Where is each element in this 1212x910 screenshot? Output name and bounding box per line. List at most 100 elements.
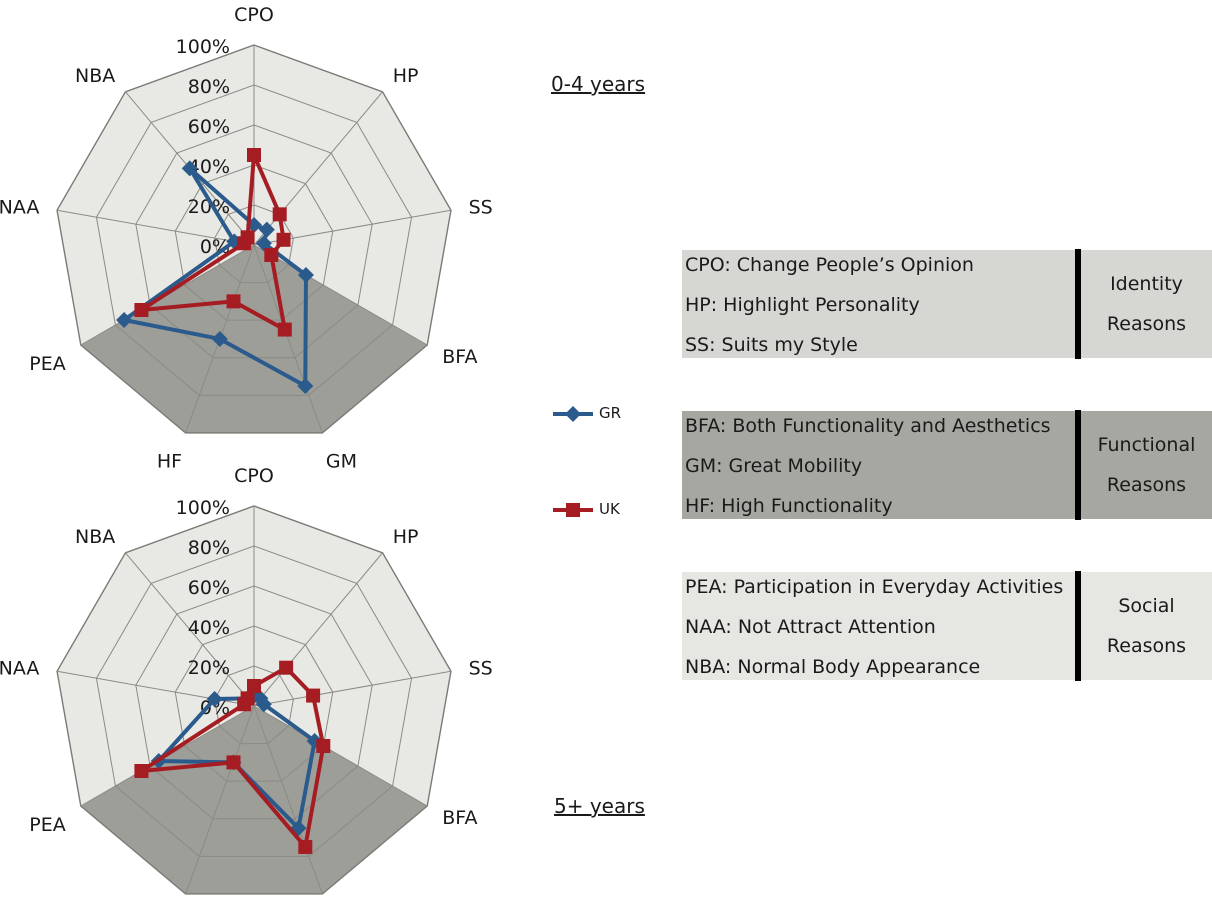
period-label-5-plus-years: 5+ years [554,794,645,818]
radar-0-sector [57,210,254,345]
radar-1-sector [185,706,323,894]
radar-0-tick-label: 20% [188,196,230,218]
radar-0-point-gr-hf [211,330,228,347]
radar-0-spoke [253,244,323,434]
radar-0-point-gr-gm [297,377,314,394]
radar-0-point-gr-bfa [297,267,314,283]
radar-0-grid-ring [95,84,413,396]
radar-1-tick-label: 0% [200,697,230,719]
radar-1-point-uk-pea [134,764,149,778]
radar-0-spoke [56,209,255,246]
functional-reason-line-1: Functional [1097,434,1196,456]
radar-0-tick-label: 40% [188,156,230,178]
radar-0-point-uk-bfa [264,248,279,262]
radar-0-axis-label-pea: PEA [29,353,65,375]
radar-1-grid-ring [214,665,294,745]
radar-0-grid-ring [174,164,334,321]
radar-0-grid-ring [214,204,294,284]
radar-1-spoke [253,552,383,707]
abbr-naa: NAA: Not Attract Attention [685,616,936,638]
radar-1-sector [57,552,254,706]
radar-0-axis-label-hp: HP [393,65,419,87]
functional-reason-line-2: Reasons [1106,474,1187,496]
radar-0-point-uk-gm [277,322,292,337]
legend-entry-uk: UK [553,498,643,522]
identity-reason-line-2: Reasons [1106,313,1187,335]
social-items: PEA: Participation in Everyday Activitie… [682,572,1075,680]
radar-0-point-uk-nba [240,230,255,245]
radar-0-sector [254,210,451,345]
radar-chart-0: 0% 20% 40% 60% 80% 100%CPO HP SS BFA GM HF PEA NAA NB… [0,4,493,473]
radar-0-sector [185,245,323,433]
radar-1-grid-ring [56,505,452,895]
group-social-reasons: PEA: Participation in Everyday Activitie… [682,571,1212,681]
abbr-cpo: CPO: Change People’s Opinion [685,254,974,276]
radar-1-spoke [125,552,255,707]
radar-0-tick-label: 80% [188,76,230,98]
radar-1-grid-ring [135,585,373,820]
radar-0-sector [254,245,428,433]
radar-0-point-gr-nba [181,160,198,177]
radar-1-point-uk-hp [279,660,294,675]
radar-0-axis-label-ss: SS [469,196,493,218]
radar-0-point-uk-pea [134,303,149,317]
radar-0-sector [57,91,254,246]
abbr-gm: GM: Great Mobility [685,455,863,477]
radar-1-point-gr-ss [255,696,272,713]
abbr-hf: HF: High Functionality [685,495,893,517]
radar-0-axis-label-hf: HF [157,451,182,473]
radar-1-sector [254,706,428,894]
radar-1-axis-label-pea: PEA [29,814,65,836]
radar-1-grid-ring [95,545,413,857]
radar-0-axis-label-naa: NAA [0,196,39,218]
functional-items: BFA: Both Functionality and Aesthetics G… [682,411,1075,519]
radar-0-axis-label-gm: GM [326,451,357,473]
radar-0-point-uk-ss [276,232,291,247]
abbr-pea: PEA: Participation in Everyday Activitie… [685,576,1064,598]
radar-1-point-uk-bfa [316,739,331,753]
legend-marker-gr [553,406,593,422]
social-reason-line-2: Reasons [1106,635,1187,657]
radar-1-sector [57,671,254,806]
social-reasons-label: Social Reasons [1081,572,1212,680]
radar-1-axis-label-cpo: CPO [234,465,274,487]
radar-1-sector [254,552,451,706]
group-functional-reasons: BFA: Both Functionality and Aesthetics G… [682,410,1212,520]
radar-0-point-gr-pea [116,312,133,328]
functional-divider [1075,410,1081,520]
radar-1-axis-label-bfa: BFA [442,807,477,829]
radar-1-sector [80,706,254,894]
radar-0-point-gr-hp [258,221,275,238]
radar-0-point-uk-hp [272,207,287,222]
radar-1-point-uk-ss [306,688,321,703]
radar-1-point-uk-gm [298,839,313,854]
radar-1-point-gr-naa [206,691,223,708]
radar-1-tick-label: 60% [188,577,230,599]
radar-1-tick-label: 20% [188,657,230,679]
radar-0-spoke [253,244,428,346]
radar-0-sector [80,245,254,433]
radar-0-axis-label-bfa: BFA [442,346,477,368]
social-reason-line-1: Social [1118,595,1175,617]
radar-0-point-uk-cpo [247,148,261,162]
radar-1-tick-label: 100% [176,497,230,519]
abbr-hp: HP: Highlight Personality [685,294,920,316]
radar-1-tick-label: 80% [188,537,230,559]
identity-items: CPO: Change People’s Opinion HP: Highlig… [682,250,1075,358]
legend-entry-gr: GR [553,402,643,426]
radar-1-spoke [185,705,255,895]
radar-0-point-gr-ss [255,235,272,252]
identity-divider [1075,249,1081,359]
radar-1-sector [254,671,451,806]
radar-1-axis-label-nba: NBA [75,526,115,548]
period-label-0-4-years: 0-4 years [551,72,646,96]
radar-0-sector [254,91,451,246]
radar-0-point-uk-hf [226,294,241,309]
radar-0-tick-label: 0% [200,236,230,258]
radar-1-sector [254,506,383,706]
radar-0-sector [254,45,383,245]
radar-1-spoke [253,705,428,807]
radar-1-point-uk-nba [240,691,255,706]
